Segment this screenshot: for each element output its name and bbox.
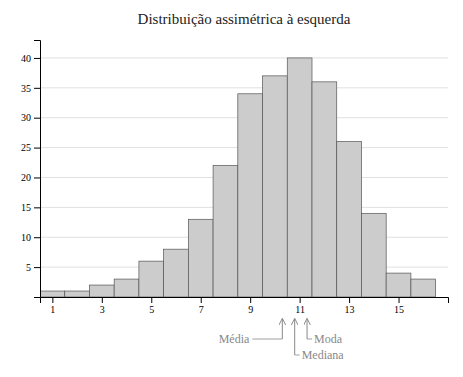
y-tick-label: 5: [26, 262, 31, 273]
x-tick: 7: [199, 297, 204, 315]
bar: [65, 291, 90, 297]
bar: [114, 279, 139, 297]
x-tick-label: 3: [100, 304, 105, 315]
y-tick-mark: [34, 58, 40, 59]
annotation-label: Moda: [314, 332, 343, 346]
bar: [263, 76, 288, 297]
bar: [411, 279, 436, 297]
y-tick-mark: [34, 237, 40, 238]
y-tick-label: 10: [21, 232, 31, 243]
annotation: Mediana: [295, 319, 345, 362]
annotation-label: Média: [219, 332, 250, 346]
x-tick-label: 7: [199, 304, 204, 315]
bar: [89, 285, 114, 297]
annotation-connector: [295, 355, 300, 356]
y-tick-label: 30: [21, 112, 31, 123]
x-tick-mark: [151, 297, 152, 303]
y-tick-mark: [34, 88, 40, 89]
x-tick-label: 13: [345, 304, 355, 315]
x-axis: 13579111315: [41, 297, 449, 315]
bar: [213, 166, 238, 297]
y-tick-label: 15: [21, 202, 31, 213]
y-tick-label: 25: [21, 142, 31, 153]
bar: [40, 291, 65, 297]
y-tick-mark: [34, 148, 40, 149]
y-tick-label: 35: [21, 83, 31, 94]
y-tick-mark: [34, 207, 40, 208]
y-tick-label: 20: [21, 172, 31, 183]
grid-line: [40, 57, 448, 58]
x-tick: 11: [295, 297, 305, 315]
bar: [312, 82, 337, 297]
bar: [139, 261, 164, 297]
x-tick-label: 1: [50, 304, 55, 315]
bar: [337, 142, 362, 297]
x-tick-mark: [201, 297, 202, 303]
y-tick: 25: [21, 142, 40, 153]
y-tick-mark: [34, 118, 40, 119]
y-tick: 5: [26, 262, 40, 273]
annotation-label: Mediana: [302, 348, 345, 362]
x-tick-label: 15: [394, 304, 404, 315]
x-tick: 9: [248, 297, 253, 315]
bar: [361, 213, 386, 297]
bar: [386, 273, 411, 297]
x-tick-label: 5: [149, 304, 154, 315]
x-tick-mark: [52, 297, 53, 303]
annotation-connector: [307, 339, 312, 340]
annotation: Moda: [307, 319, 343, 346]
x-tick: 13: [345, 297, 355, 315]
annotation-connector: [252, 339, 282, 340]
x-tick-mark: [399, 297, 400, 303]
annotation-arrow: [307, 319, 308, 339]
x-tick-label: 9: [248, 304, 253, 315]
x-tick-mark: [250, 297, 251, 303]
bars: [40, 58, 436, 297]
x-tick-mark: [300, 297, 301, 303]
chart-svg: 13579111315510152025303540MédiaMedianaMo…: [0, 0, 463, 377]
title: Distribuição assimétrica à esquerda: [138, 11, 351, 27]
y-tick: 35: [21, 83, 40, 94]
bar: [238, 94, 263, 297]
y-tick: 20: [21, 172, 40, 183]
y-tick: 30: [21, 112, 40, 123]
y-tick: 15: [21, 202, 40, 213]
y-axis-line: [34, 41, 41, 298]
bar: [287, 58, 312, 297]
plot: 13579111315510152025303540MédiaMedianaMo…: [21, 41, 449, 363]
x-tick: 15: [394, 297, 404, 315]
annotation-arrow: [294, 319, 295, 355]
x-tick: 5: [149, 297, 154, 315]
x-tick: 1: [50, 297, 55, 315]
y-tick-mark: [34, 267, 40, 268]
x-axis-line: [41, 298, 449, 304]
y-tick-mark: [34, 177, 40, 178]
y-axis: 5 10 15 20 25 30 35 40: [21, 41, 41, 298]
x-tick-mark: [349, 297, 350, 303]
x-tick-label: 11: [295, 304, 305, 315]
annotation-arrow: [282, 319, 283, 339]
annotation: Média: [219, 319, 283, 346]
bar: [164, 249, 189, 297]
y-tick-label: 40: [21, 53, 31, 64]
bar: [188, 219, 213, 297]
y-tick: 10: [21, 232, 40, 243]
x-tick: 3: [100, 297, 105, 315]
x-tick-mark: [102, 297, 103, 303]
grid-line: [40, 87, 448, 88]
y-tick: 40: [21, 53, 40, 64]
annotations: Média Mediana Moda: [219, 319, 345, 362]
